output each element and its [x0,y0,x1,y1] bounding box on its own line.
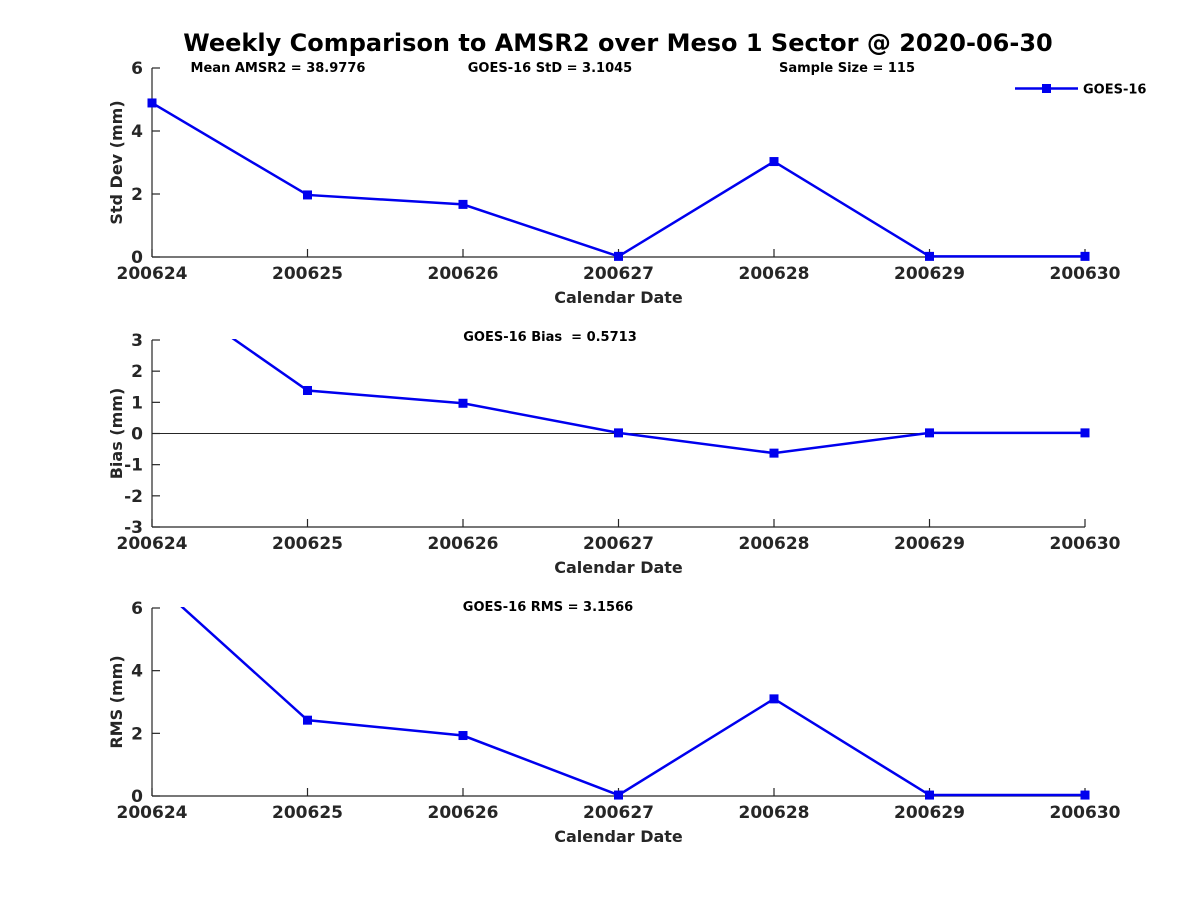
y-tick-label: -1 [124,456,143,476]
goes16-data-line [231,339,1085,455]
y-tick-label: -2 [124,487,143,507]
legend-marker-icon [1042,84,1051,93]
x-tick-label: 200628 [739,264,810,284]
data-point-marker [303,385,312,395]
data-point-marker [925,428,934,438]
y-tick-label: 0 [131,248,143,268]
y-tick-label: 0 [131,787,143,807]
data-point-marker [614,790,623,800]
x-tick-label: 200626 [428,534,499,554]
stat-annotation: Mean AMSR2 = 38.9776 [191,61,366,76]
stat-annotation: GOES-16 Bias = 0.5713 [463,330,637,345]
y-tick-label: 3 [131,331,143,351]
x-tick-label: 200625 [272,264,343,284]
stat-annotation: Sample Size = 115 [779,61,915,76]
y-tick-label: 6 [131,599,143,619]
legend: GOES-16 [1015,83,1146,98]
data-point-marker [1080,428,1090,438]
y-tick-label: 2 [131,724,143,744]
legend-label: GOES-16 [1083,83,1146,98]
x-tick-label: 200624 [117,534,188,554]
x-axis-label: Calendar Date [554,558,683,577]
y-tick-label: 0 [131,425,143,445]
x-tick-label: 200625 [272,534,343,554]
x-tick-label: 200630 [1050,264,1121,284]
x-tick-label: 200627 [583,534,654,554]
y-axis-label: RMS (mm) [107,655,126,748]
x-tick-label: 200630 [1050,534,1121,554]
x-tick-label: 200624 [117,264,188,284]
data-point-marker [769,448,779,458]
data-point-marker [458,731,468,741]
y-tick-label: 2 [131,362,143,382]
y-tick-label: -3 [124,518,143,538]
rms-subplot: 0 2 4 6 200624 200625 200626 200627 200628 200629… [107,599,1121,846]
x-tick-label: 200629 [894,803,965,823]
y-tick-label: 4 [131,662,143,682]
data-point-marker [925,790,934,800]
x-tick-label: 200626 [428,803,499,823]
data-point-marker [458,199,468,209]
x-tick-label: 200627 [583,264,654,284]
data-point-marker [147,98,157,108]
x-tick-label: 200625 [272,803,343,823]
y-tick-label: 4 [131,122,143,142]
x-tick-label: 200626 [428,264,499,284]
data-point-marker [303,190,312,200]
x-tick-label: 200630 [1050,803,1121,823]
data-point-marker [1080,251,1090,261]
x-tick-label: 200629 [894,264,965,284]
y-axis-label: Std Dev (mm) [107,100,126,224]
y-axis-label: Bias (mm) [107,388,126,480]
data-point-marker [458,398,468,408]
y-tick-label: 2 [131,185,143,205]
x-tick-label: 200628 [739,803,810,823]
figure-title: Weekly Comparison to AMSR2 over Meso 1 S… [183,29,1052,57]
goes16-data-line [152,101,1085,258]
stat-annotation: GOES-16 StD = 3.1045 [468,61,632,76]
stat-annotation: GOES-16 RMS = 3.1566 [463,600,633,615]
x-axis-label: Calendar Date [554,288,683,307]
data-point-marker [1080,790,1090,800]
x-tick-label: 200624 [117,803,188,823]
x-tick-label: 200628 [739,534,810,554]
bias-subplot: -3 -2 -1 0 1 2 3 200624 200625 200626 200627 200628… [107,330,1121,577]
stddev-subplot: 0 2 4 6 200624 200625 200626 200627 200628 200629… [107,59,1121,307]
y-tick-label: 1 [131,393,143,413]
data-point-marker [614,251,623,261]
x-tick-label: 200627 [583,803,654,823]
x-tick-label: 200629 [894,534,965,554]
data-point-marker [303,715,312,725]
data-point-marker [769,694,779,704]
data-point-marker [614,428,623,438]
x-axis-label: Calendar Date [554,827,683,846]
data-point-marker [925,251,934,261]
data-point-marker [769,157,779,167]
y-tick-label: 6 [131,59,143,79]
